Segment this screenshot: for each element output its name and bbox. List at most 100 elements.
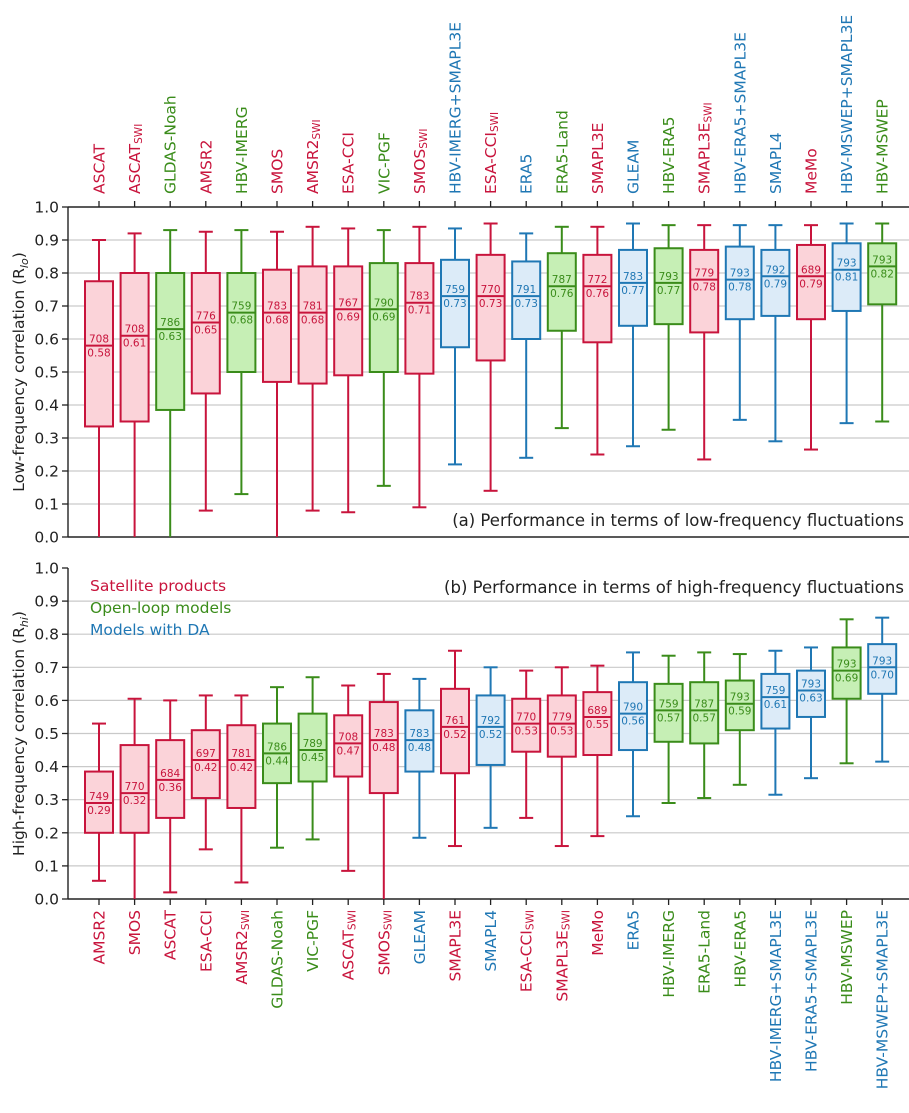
category-label: AMSR2 bbox=[197, 140, 215, 194]
count-label: 761 bbox=[445, 715, 465, 727]
median-label: 0.42 bbox=[194, 762, 217, 774]
box-iqr bbox=[333, 265, 364, 377]
count-label: 770 bbox=[125, 781, 145, 793]
box-ascat-swi: 708 0.47 bbox=[333, 684, 364, 872]
category-label: HBV-ERA5 bbox=[660, 117, 678, 195]
count-label: 791 bbox=[516, 284, 536, 296]
y-tick-label: 0.2 bbox=[34, 824, 59, 842]
count-label: 783 bbox=[409, 728, 429, 740]
panel-b-high-frequency: 0.0 0.1 0.2 0.3 0.4 0.5 0.6 0.7 0.8 0.9 1.0 High-fr… bbox=[10, 560, 909, 1089]
box-hbv-mswep-smapl3e: 793 0.70 bbox=[867, 616, 898, 763]
category-label: ASCAT bbox=[91, 143, 109, 194]
category-label: ASCATSWI bbox=[340, 910, 359, 980]
category-label: ASCATSWI bbox=[126, 124, 145, 194]
box-iqr bbox=[760, 672, 791, 730]
count-label: 759 bbox=[231, 301, 251, 313]
median-label: 0.52 bbox=[479, 729, 502, 741]
box-iqr bbox=[796, 243, 826, 321]
median-label: 0.55 bbox=[586, 719, 609, 731]
box-amsr2-swi: 781 0.68 bbox=[297, 225, 328, 512]
median-label: 0.59 bbox=[728, 706, 751, 718]
category-label: HBV-IMERG bbox=[660, 910, 678, 998]
box-iqr bbox=[368, 262, 399, 374]
box-iqr bbox=[475, 253, 506, 362]
box-iqr bbox=[262, 268, 292, 383]
median-label: 0.79 bbox=[799, 278, 822, 290]
median-label: 0.36 bbox=[159, 782, 183, 794]
box-iqr bbox=[582, 691, 613, 757]
category-label: GLDAS-Noah bbox=[162, 95, 180, 194]
median-label: 0.47 bbox=[337, 745, 360, 757]
count-label: 783 bbox=[374, 728, 394, 740]
count-label: 790 bbox=[623, 702, 643, 714]
box-ascat: 708 0.58 bbox=[84, 239, 114, 537]
box-iqr bbox=[831, 646, 862, 700]
box-hbv-mswep: 793 0.82 bbox=[867, 222, 898, 423]
median-label: 0.73 bbox=[515, 298, 538, 310]
category-label: GLEAM bbox=[411, 910, 429, 964]
box-iqr bbox=[724, 245, 755, 321]
category-label: VIC-PGF bbox=[304, 910, 322, 972]
box-iqr bbox=[84, 280, 114, 428]
y-tick-label: 0.4 bbox=[34, 397, 59, 415]
box-smapl3e-swi: 779 0.53 bbox=[546, 666, 577, 848]
box-iqr bbox=[119, 744, 150, 834]
box-amsr2: 776 0.65 bbox=[190, 230, 221, 512]
count-label: 759 bbox=[445, 284, 465, 296]
y-tick-label: 0.5 bbox=[34, 725, 59, 743]
count-label: 781 bbox=[231, 748, 251, 760]
y-tick-label: 0.1 bbox=[34, 857, 59, 875]
count-label: 684 bbox=[160, 768, 180, 780]
count-label: 697 bbox=[196, 748, 216, 760]
box-era5: 791 0.73 bbox=[511, 232, 542, 459]
median-label: 0.69 bbox=[337, 311, 360, 323]
count-label: 770 bbox=[481, 284, 501, 296]
category-label: SMOS bbox=[126, 910, 144, 955]
median-label: 0.69 bbox=[372, 311, 395, 323]
y-tick-label: 0.0 bbox=[34, 891, 59, 909]
median-label: 0.48 bbox=[372, 742, 395, 754]
box-ascat: 684 0.36 bbox=[155, 699, 186, 894]
box-iqr bbox=[155, 272, 186, 411]
category-label: HBV-ERA5+SMAPL3E bbox=[731, 32, 749, 194]
category-label: HBV-IMERG bbox=[233, 106, 251, 194]
box-iqr bbox=[511, 697, 542, 753]
count-label: 749 bbox=[89, 791, 109, 803]
category-label: MeMo bbox=[803, 148, 821, 194]
box-era5-land: 787 0.76 bbox=[546, 225, 577, 430]
category-label: SMAPL4 bbox=[482, 910, 500, 972]
category-label: SMAPL3ESWI bbox=[553, 910, 572, 1002]
median-label: 0.44 bbox=[265, 755, 289, 767]
legend: Satellite products Open-loop models Mode… bbox=[90, 577, 231, 639]
box-iqr bbox=[511, 260, 542, 341]
box-esa-cci-swi: 770 0.53 bbox=[511, 669, 542, 819]
count-label: 793 bbox=[872, 655, 892, 667]
box-smos: 783 0.68 bbox=[262, 230, 292, 537]
y-tick-label: 0.8 bbox=[34, 265, 59, 283]
count-label: 783 bbox=[409, 291, 429, 303]
panel-a-low-frequency: 0.0 0.1 0.2 0.3 0.4 0.5 0.6 0.7 0.8 0.9 1.0 Low-fre… bbox=[10, 15, 909, 547]
box-hbv-imerg: 759 0.68 bbox=[226, 229, 257, 496]
box-ascat-swi: 708 0.61 bbox=[119, 232, 150, 537]
box-iqr bbox=[404, 262, 435, 375]
y-tick-label: 0.6 bbox=[34, 331, 59, 349]
count-label: 792 bbox=[481, 715, 501, 727]
median-label: 0.48 bbox=[408, 742, 431, 754]
median-label: 0.70 bbox=[871, 669, 894, 681]
median-label: 0.78 bbox=[728, 282, 751, 294]
median-label: 0.57 bbox=[657, 712, 680, 724]
box-era5-land: 787 0.57 bbox=[689, 651, 720, 800]
box-hbv-mswep: 793 0.69 bbox=[831, 618, 862, 765]
box-vic-pgf: 790 0.69 bbox=[368, 229, 399, 487]
box-smapl3e: 761 0.52 bbox=[440, 649, 470, 848]
median-label: 0.82 bbox=[871, 268, 894, 280]
median-label: 0.68 bbox=[301, 315, 324, 327]
count-label: 793 bbox=[837, 659, 857, 671]
box-era5: 790 0.56 bbox=[618, 651, 648, 818]
box-iqr bbox=[618, 248, 648, 327]
box-hbv-imerg-smapl3e: 759 0.61 bbox=[760, 649, 791, 796]
count-label: 767 bbox=[338, 297, 358, 309]
box-smapl3e-swi: 779 0.78 bbox=[689, 224, 720, 461]
count-label: 793 bbox=[730, 268, 750, 280]
